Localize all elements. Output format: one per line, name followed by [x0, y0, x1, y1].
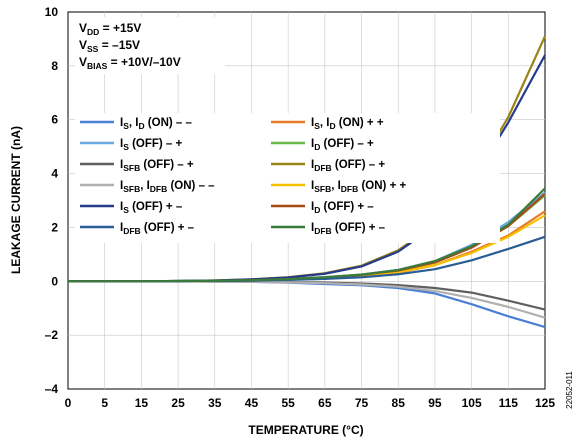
- y-tick-label: 0: [51, 274, 58, 288]
- legend-label: IDFB​ (OFF) + –: [120, 222, 195, 236]
- figure-id: 22052-011: [565, 371, 574, 409]
- y-tick-label: 10: [45, 5, 59, 19]
- legend-label: IS​ (OFF) + –: [120, 201, 183, 215]
- legend-label: ISFB​, IDFB​ (ON) – –: [120, 180, 215, 194]
- legend-label: IS​, ID​ (ON) – –: [120, 117, 192, 131]
- x-tick-label: 95: [428, 396, 442, 410]
- condition-label: VDD​ = +15V: [79, 21, 141, 37]
- legend-label: IDFB​ (OFF) + –: [311, 222, 386, 236]
- legend-label: IS​ (OFF) – +: [120, 138, 183, 152]
- y-tick-label: –4: [45, 382, 59, 396]
- x-tick-label: 25: [171, 396, 185, 410]
- x-tick-label: 0: [65, 396, 72, 410]
- x-tick-label: 85: [392, 396, 406, 410]
- y-tick-label: 4: [51, 167, 58, 181]
- x-tick-label: 35: [208, 396, 222, 410]
- legend-label: IS​, ID​ (ON) + +: [311, 117, 384, 131]
- condition-label: VBIAS​ = +10V/–10V: [79, 55, 181, 71]
- legend-label: IDFB​ (OFF) – +: [311, 159, 385, 173]
- x-tick-label: 55: [281, 396, 295, 410]
- legend-label: ID​ (OFF) + –: [311, 201, 374, 215]
- x-tick-label: 125: [535, 396, 555, 410]
- y-axis-title: LEAKAGE CURRENT (nA): [9, 126, 23, 274]
- condition-label: VSS​ = –15V: [79, 38, 140, 54]
- legend-label: ISFB​, IDFB​ (ON) + +: [311, 180, 406, 194]
- x-axis-title: TEMPERATURE (°C): [248, 423, 363, 437]
- y-tick-label: –2: [45, 328, 59, 342]
- series-lines: [68, 35, 547, 329]
- legend-label: ISFB​ (OFF) – +: [120, 159, 194, 173]
- y-tick-label: 8: [51, 59, 58, 73]
- legend: IS​, ID​ (ON) – – IS​, ID​ (ON) + + IS​ (O…: [75, 113, 500, 243]
- y-tick-label: 6: [51, 113, 58, 127]
- x-tick-label: 15: [135, 396, 149, 410]
- tick-labels: 0 5 15 25 35 45 55 65 75 85 95 105 115 125 –4 –2 0 2 4 6 8 10: [45, 5, 556, 410]
- series-line-12: [68, 187, 546, 283]
- legend-label: ID​ (OFF) – +: [311, 138, 374, 152]
- y-tick-label: 2: [51, 220, 58, 234]
- x-tick-label: 5: [101, 396, 108, 410]
- x-tick-label: 75: [355, 396, 369, 410]
- x-tick-label: 105: [462, 396, 482, 410]
- x-tick-label: 45: [245, 396, 259, 410]
- x-tick-label: 115: [499, 396, 519, 410]
- x-tick-label: 65: [318, 396, 332, 410]
